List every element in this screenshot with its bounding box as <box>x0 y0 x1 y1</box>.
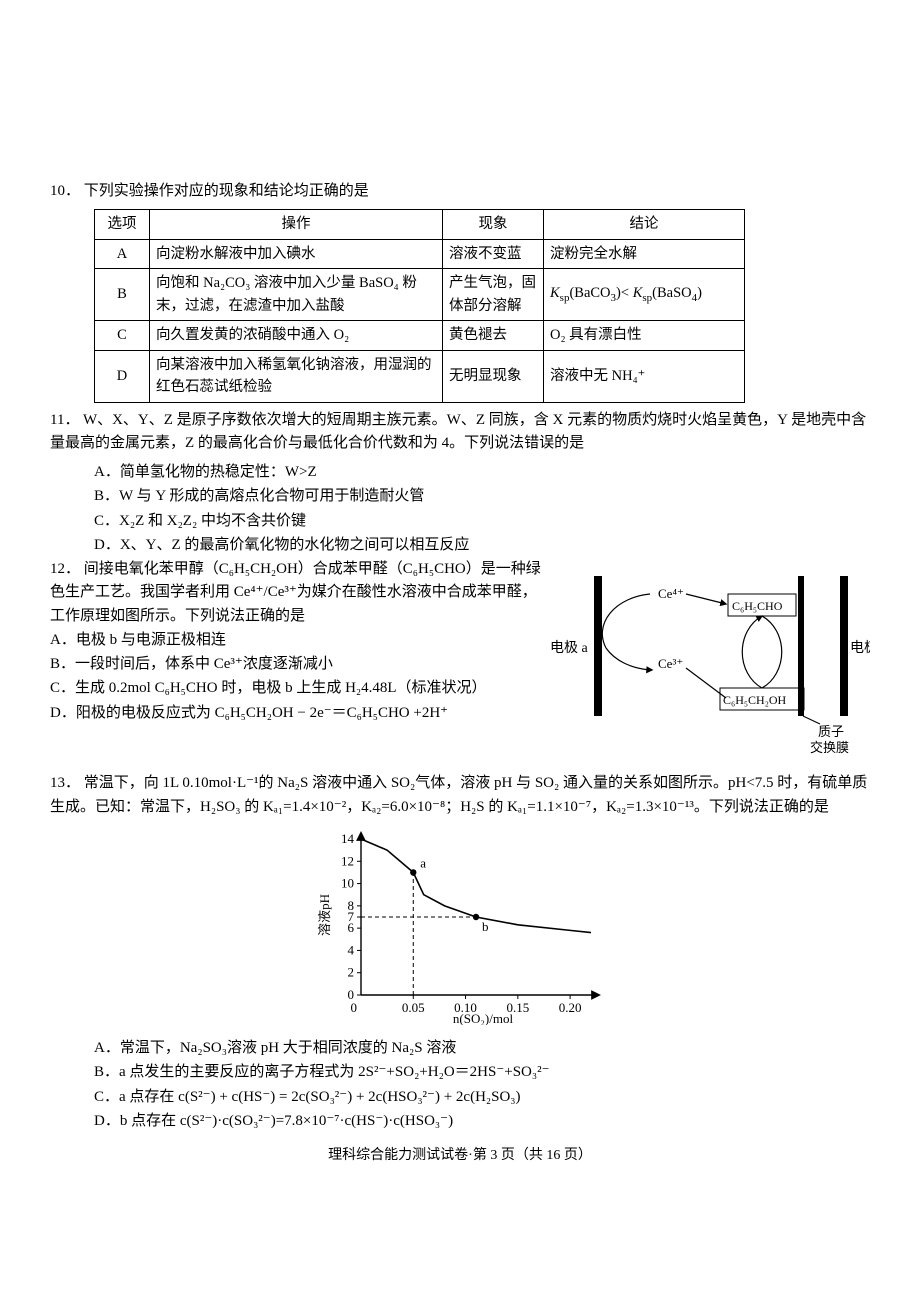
cell: 溶液不变蓝 <box>443 239 544 268</box>
cell: 淀粉完全水解 <box>544 239 745 268</box>
svg-text:溶液pH: 溶液pH <box>317 894 332 936</box>
cell: 溶液中无 NH₄⁺ <box>544 350 745 402</box>
q13-b-text: a 点发生的主要反应的离子方程式为 2S²⁻+SO₂+H₂O＝2HS⁻+SO₃²… <box>119 1064 550 1080</box>
q11-num: 11． <box>50 412 79 428</box>
table-head: 选项 操作 现象 结论 <box>95 210 745 239</box>
q11-a-text: 简单氢化物的热稳定性：W>Z <box>120 464 317 480</box>
svg-text:Ce³⁺: Ce³⁺ <box>658 656 683 671</box>
svg-text:14: 14 <box>341 831 355 846</box>
q11-opt-a: A．简单氢化物的热稳定性：W>Z <box>94 461 870 484</box>
svg-text:电极 a: 电极 a <box>550 640 588 656</box>
cell: C <box>95 321 150 350</box>
q13-chart-wrap: 0246781012140.050.100.150.200abn(SO₂)/mo… <box>50 825 870 1033</box>
cell: D <box>95 350 150 402</box>
th-op: 操作 <box>150 210 443 239</box>
page-footer: 理科综合能力测试试卷·第 3 页（共 16 页） <box>50 1145 870 1167</box>
svg-text:n(SO₂)/mol: n(SO₂)/mol <box>453 1011 514 1025</box>
th-opt: 选项 <box>95 210 150 239</box>
q11-b-text: W 与 Y 形成的高熔点化合物可用于制造耐火管 <box>119 488 424 504</box>
q11-opt-b: B．W 与 Y 形成的高熔点化合物可用于制造耐火管 <box>94 485 870 508</box>
question-10: 10． 下列实验操作对应的现象和结论均正确的是 <box>50 180 870 203</box>
q11-opt-c: C．X₂Z 和 X₂Z₂ 中均不含共价键 <box>94 510 870 533</box>
cell: 向淀粉水解液中加入碘水 <box>150 239 443 268</box>
q12-stem: 间接电氧化苯甲醇（C₆H₅CH₂OH）合成苯甲醛（C₆H₅CHO）是一种绿色生产… <box>50 561 541 624</box>
q13-a-text: 常温下，Na₂SO₃溶液 pH 大于相同浓度的 Na₂S 溶液 <box>120 1040 457 1056</box>
cell: 向久置发黄的浓硝酸中通入 O₂ <box>150 321 443 350</box>
q13-opt-c: C．a 点存在 c(S²⁻) + c(HS⁻) = 2c(SO₃²⁻) + 2c… <box>94 1086 870 1109</box>
q10-num: 10． <box>50 183 80 199</box>
svg-text:a: a <box>420 855 426 870</box>
question-11: 11． W、X、Y、Z 是原子序数依次增大的短周期主族元素。W、Z 同族，含 X… <box>50 409 870 456</box>
cell: O₂ 具有漂白性 <box>544 321 745 350</box>
q13-stem: 常温下，向 1L 0.10mol·L⁻¹的 Na₂S 溶液中通入 SO₂气体，溶… <box>50 775 867 814</box>
svg-text:4: 4 <box>348 942 355 957</box>
svg-text:12: 12 <box>341 853 354 868</box>
svg-text:0.20: 0.20 <box>559 1000 582 1015</box>
q12-a-text: 电极 b 与电源正极相连 <box>76 632 226 648</box>
cell: 黄色褪去 <box>443 321 544 350</box>
svg-text:10: 10 <box>341 875 354 890</box>
cell: B <box>95 269 150 321</box>
table-row: A 向淀粉水解液中加入碘水 溶液不变蓝 淀粉完全水解 <box>95 239 745 268</box>
question-13: 13． 常温下，向 1L 0.10mol·L⁻¹的 Na₂S 溶液中通入 SO₂… <box>50 772 870 819</box>
q10-table: 选项 操作 现象 结论 A 向淀粉水解液中加入碘水 溶液不变蓝 淀粉完全水解 B… <box>94 209 745 402</box>
svg-text:0: 0 <box>351 1000 358 1015</box>
q12-figure: C₆H₅CHO C₆H₅CH₂OH Ce⁴⁺ Ce³⁺ 电极 a 电极 b 质子交换膜 <box>550 558 870 766</box>
cell: 向某溶液中加入稀氢氧化钠溶液，用湿润的红色石蕊试纸检验 <box>150 350 443 402</box>
table-row: D 向某溶液中加入稀氢氧化钠溶液，用湿润的红色石蕊试纸检验 无明显现象 溶液中无… <box>95 350 745 402</box>
svg-text:8: 8 <box>348 898 355 913</box>
cell: Ksp(BaCO3)< Ksp(BaSO4) <box>544 269 745 321</box>
svg-text:C₆H₅CH₂OH: C₆H₅CH₂OH <box>723 693 787 707</box>
table-row: B 向饱和 Na₂CO₃ 溶液中加入少量 BaSO₄ 粉末，过滤，在滤渣中加入盐… <box>95 269 745 321</box>
cell: 向饱和 Na₂CO₃ 溶液中加入少量 BaSO₄ 粉末，过滤，在滤渣中加入盐酸 <box>150 269 443 321</box>
svg-text:电极 b: 电极 b <box>850 640 870 656</box>
cell: A <box>95 239 150 268</box>
svg-text:质子: 质子 <box>818 724 844 739</box>
q12-d-text: 阳极的电极反应式为 C₆H₅CH₂OH − 2e⁻＝C₆H₅CHO +2H⁺ <box>76 705 448 721</box>
th-ph: 现象 <box>443 210 544 239</box>
svg-text:交换膜: 交换膜 <box>810 740 849 755</box>
q13-d-text: b 点存在 c(S²⁻)·c(SO₃²⁻)=7.8×10⁻⁷·c(HS⁻)·c(… <box>120 1113 453 1129</box>
q12-c-text: 生成 0.2mol C₆H₅CHO 时，电极 b 上生成 H₂4.48L（标准状… <box>75 680 487 696</box>
q13-opt-a: A．常温下，Na₂SO₃溶液 pH 大于相同浓度的 Na₂S 溶液 <box>94 1037 870 1060</box>
cell: 产生气泡，固体部分溶解 <box>443 269 544 321</box>
q11-c-text: X₂Z 和 X₂Z₂ 中均不含共价键 <box>119 513 306 529</box>
q11-opts: A．简单氢化物的热稳定性：W>Z B．W 与 Y 形成的高熔点化合物可用于制造耐… <box>50 461 870 557</box>
th-con: 结论 <box>544 210 745 239</box>
q13-num: 13． <box>50 775 80 791</box>
electrolysis-diagram: C₆H₅CHO C₆H₅CH₂OH Ce⁴⁺ Ce³⁺ 电极 a 电极 b 质子交换膜 <box>550 558 870 758</box>
cell: 无明显现象 <box>443 350 544 402</box>
q13-opts: A．常温下，Na₂SO₃溶液 pH 大于相同浓度的 Na₂S 溶液 B．a 点发… <box>50 1037 870 1133</box>
svg-text:b: b <box>482 919 489 934</box>
q13-opt-d: D．b 点存在 c(S²⁻)·c(SO₃²⁻)=7.8×10⁻⁷·c(HS⁻)·… <box>94 1110 870 1133</box>
table-row: C 向久置发黄的浓硝酸中通入 O₂ 黄色褪去 O₂ 具有漂白性 <box>95 321 745 350</box>
q12-num: 12． <box>50 561 80 577</box>
q13-c-text: a 点存在 c(S²⁻) + c(HS⁻) = 2c(SO₃²⁻) + 2c(H… <box>119 1089 521 1105</box>
q11-d-text: X、Y、Z 的最高价氧化物的水化物之间可以相互反应 <box>120 537 470 553</box>
svg-text:Ce⁴⁺: Ce⁴⁺ <box>658 586 684 601</box>
svg-text:C₆H₅CHO: C₆H₅CHO <box>732 599 783 613</box>
q12-b-text: 一段时间后，体系中 Ce³⁺浓度逐渐减小 <box>75 656 333 672</box>
ph-chart: 0246781012140.050.100.150.200abn(SO₂)/mo… <box>315 825 605 1025</box>
q11-opt-d: D．X、Y、Z 的最高价氧化物的水化物之间可以相互反应 <box>94 534 870 557</box>
question-12: C₆H₅CHO C₆H₅CH₂OH Ce⁴⁺ Ce³⁺ 电极 a 电极 b 质子交换膜 12… <box>50 558 870 766</box>
q13-opt-b: B．a 点发生的主要反应的离子方程式为 2S²⁻+SO₂+H₂O＝2HS⁻+SO… <box>94 1061 870 1084</box>
q11-stem: W、X、Y、Z 是原子序数依次增大的短周期主族元素。W、Z 同族，含 X 元素的… <box>50 412 866 451</box>
svg-text:0.05: 0.05 <box>402 1000 425 1015</box>
q10-stem: 下列实验操作对应的现象和结论均正确的是 <box>84 183 369 199</box>
svg-text:2: 2 <box>348 964 355 979</box>
